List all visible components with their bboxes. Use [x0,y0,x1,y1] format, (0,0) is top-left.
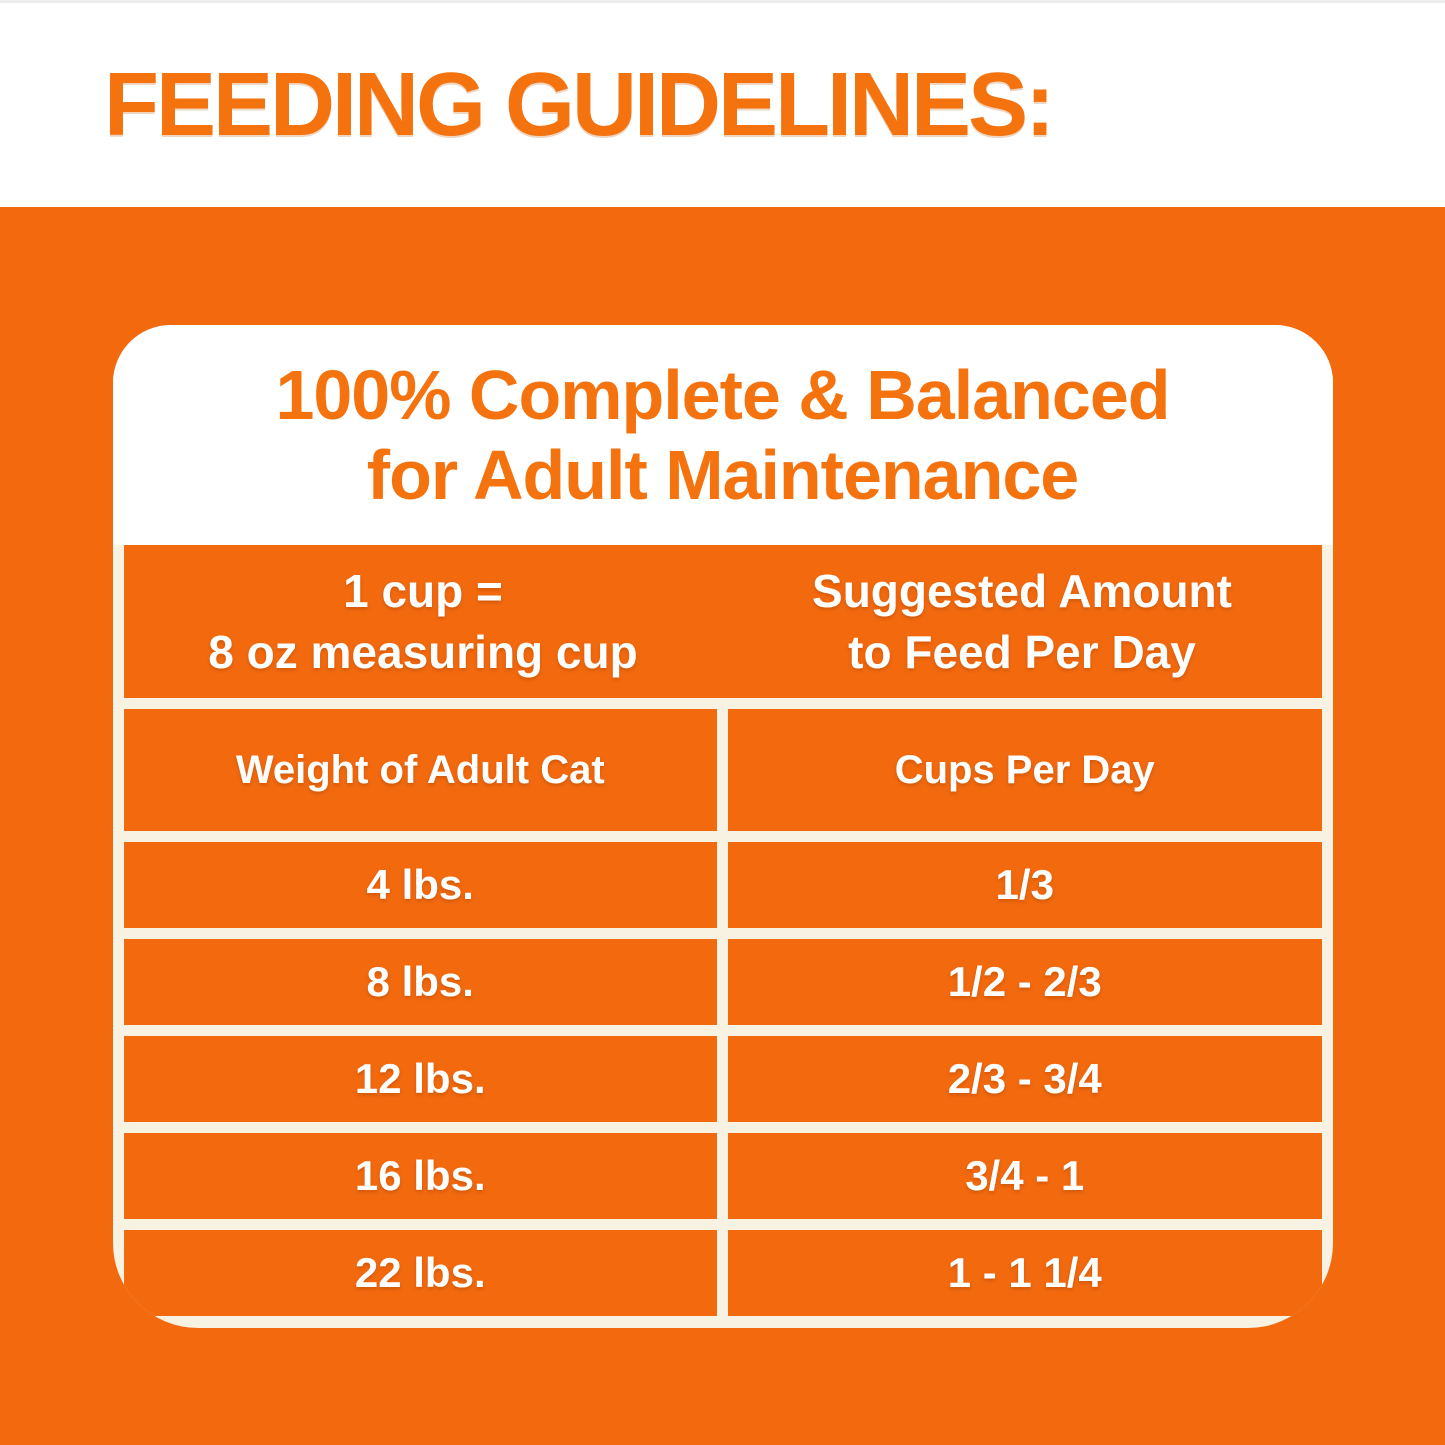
suggested-amount-header: Suggested Amount to Feed Per Day [723,545,1322,698]
weight-value: 8 lbs. [123,939,717,1025]
weight-value: 16 lbs. [123,1133,717,1219]
orange-panel: 100% Complete & Balanced for Adult Maint… [0,207,1445,1445]
suggested-amount-line1: Suggested Amount [812,564,1232,617]
cups-value: 1/2 - 2/3 [728,939,1322,1025]
weight-value: 12 lbs. [123,1036,717,1122]
cup-equivalence-header: 1 cup = 8 oz measuring cup [124,545,723,698]
feeding-table: 1 cup = 8 oz measuring cup Suggested Amo… [113,545,1333,1328]
cups-value: 3/4 - 1 [728,1133,1322,1219]
weight-value: 22 lbs. [123,1230,717,1316]
cups-value: 2/3 - 3/4 [728,1036,1322,1122]
feeding-table-grid: Weight of Adult Cat Cups Per Day 4 lbs. … [123,709,1322,1316]
suggested-amount-line2: to Feed Per Day [848,625,1196,678]
card-heading-line2: for Adult Maintenance [366,436,1079,514]
cup-equivalence-line2: 8 oz measuring cup [208,625,638,678]
card-heading-line1: 100% Complete & Balanced [275,355,1170,434]
cups-value: 1/3 [728,842,1322,928]
guidelines-card: 100% Complete & Balanced for Adult Maint… [112,325,1333,1328]
measure-header-row: 1 cup = 8 oz measuring cup Suggested Amo… [123,545,1322,698]
cups-value: 1 - 1 1/4 [728,1230,1322,1316]
page-header: FEEDING GUIDELINES: [0,0,1445,207]
weight-value: 4 lbs. [123,842,717,928]
page-title: FEEDING GUIDELINES: [104,55,1055,155]
card-heading: 100% Complete & Balanced for Adult Maint… [112,325,1333,545]
column-header-cups: Cups Per Day [728,709,1322,831]
column-header-weight: Weight of Adult Cat [123,709,717,831]
cup-equivalence-line1: 1 cup = [343,564,503,617]
